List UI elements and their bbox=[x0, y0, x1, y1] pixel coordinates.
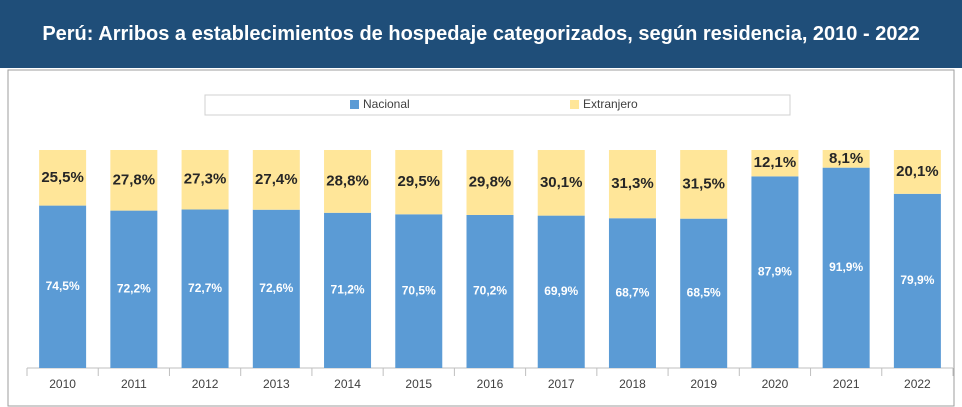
legend-box bbox=[204, 94, 791, 116]
bar-segment bbox=[324, 150, 372, 213]
bar-segment bbox=[181, 209, 229, 368]
x-tick-label: 2022 bbox=[904, 377, 931, 391]
data-label: 31,5% bbox=[682, 175, 725, 192]
x-tick-label: 2017 bbox=[548, 377, 575, 391]
data-label: 68,7% bbox=[615, 285, 649, 299]
data-label: 70,2% bbox=[473, 284, 507, 298]
x-tick-label: 2019 bbox=[690, 377, 717, 391]
bar-segment bbox=[395, 150, 443, 215]
bar-segment bbox=[680, 218, 728, 368]
data-label: 20,1% bbox=[896, 163, 939, 180]
data-label: 79,9% bbox=[900, 273, 934, 287]
legend-label: Extranjero bbox=[583, 97, 638, 111]
chart-frame bbox=[7, 69, 955, 407]
bar-segment bbox=[893, 193, 941, 368]
bar-segment bbox=[537, 215, 585, 368]
data-label: 72,7% bbox=[188, 281, 222, 295]
bar-segment bbox=[252, 209, 300, 368]
legend-swatch bbox=[350, 100, 359, 109]
bar-segment bbox=[822, 167, 870, 368]
x-tick-label: 2021 bbox=[833, 377, 860, 391]
data-label: 87,9% bbox=[758, 264, 792, 278]
bar-segment bbox=[608, 150, 656, 219]
data-label: 28,8% bbox=[326, 172, 369, 189]
data-label: 30,1% bbox=[540, 174, 583, 191]
x-tick-label: 2016 bbox=[477, 377, 504, 391]
bar-segment bbox=[822, 150, 870, 168]
bar-segment bbox=[395, 214, 443, 368]
bar-segment bbox=[608, 218, 656, 368]
data-label: 74,5% bbox=[46, 279, 80, 293]
bar-segment bbox=[466, 150, 514, 215]
data-label: 31,3% bbox=[611, 175, 654, 192]
bar-segment bbox=[751, 150, 799, 177]
bar-segment bbox=[466, 214, 514, 368]
bar-segment bbox=[252, 150, 300, 210]
data-label: 69,9% bbox=[544, 284, 578, 298]
bar-segment bbox=[893, 150, 941, 194]
data-label: 68,5% bbox=[687, 286, 721, 300]
data-label: 91,9% bbox=[829, 260, 863, 274]
data-label: 27,3% bbox=[184, 171, 227, 188]
legend-label: Nacional bbox=[363, 97, 410, 111]
x-tick-label: 2010 bbox=[49, 377, 76, 391]
bar-segment bbox=[537, 150, 585, 216]
data-label: 27,8% bbox=[113, 171, 156, 188]
data-label: 29,8% bbox=[469, 173, 512, 190]
bar-segment bbox=[110, 150, 158, 211]
data-label: 25,5% bbox=[41, 169, 84, 186]
data-label: 12,1% bbox=[754, 154, 797, 171]
bar-segment bbox=[680, 150, 728, 219]
x-tick-label: 2014 bbox=[334, 377, 361, 391]
x-tick-label: 2015 bbox=[405, 377, 432, 391]
title-banner: Perú: Arribos a establecimientos de hosp… bbox=[0, 0, 962, 68]
bar-segment bbox=[110, 210, 158, 368]
bar-segment bbox=[181, 150, 229, 210]
legend-swatch bbox=[570, 100, 579, 109]
data-label: 27,4% bbox=[255, 171, 298, 188]
data-label: 29,5% bbox=[397, 173, 440, 190]
bar-segment bbox=[39, 205, 87, 368]
data-label: 8,1% bbox=[829, 150, 863, 167]
x-tick-label: 2011 bbox=[121, 377, 147, 391]
data-label: 70,5% bbox=[402, 283, 436, 297]
x-tick-label: 2020 bbox=[762, 377, 789, 391]
x-tick-label: 2012 bbox=[192, 377, 219, 391]
bar-segment bbox=[39, 150, 87, 206]
chart-title: Perú: Arribos a establecimientos de hosp… bbox=[42, 23, 920, 45]
data-label: 72,6% bbox=[259, 281, 293, 295]
x-tick-label: 2018 bbox=[619, 377, 646, 391]
x-tick-label: 2013 bbox=[263, 377, 290, 391]
data-label: 71,2% bbox=[331, 283, 365, 297]
data-label: 72,2% bbox=[117, 281, 151, 295]
bar-segment bbox=[324, 212, 372, 368]
bar-segment bbox=[751, 176, 799, 368]
